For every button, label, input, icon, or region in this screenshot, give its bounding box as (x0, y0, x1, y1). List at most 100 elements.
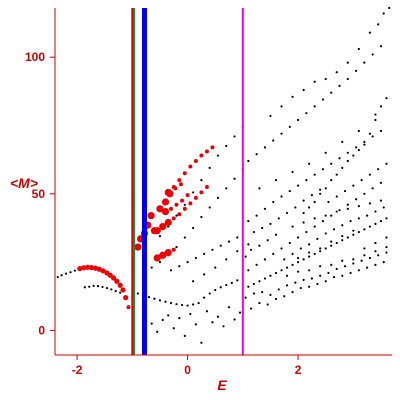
black-data-point (296, 184, 300, 187)
black-data-point (214, 266, 217, 269)
black-data-point (319, 265, 322, 268)
black-data-point (291, 95, 294, 98)
black-data-point (346, 236, 349, 239)
black-data-point (296, 270, 300, 273)
red-data-point (171, 184, 176, 189)
black-data-point (357, 129, 360, 133)
black-data-point (330, 179, 333, 182)
black-data-point (230, 281, 233, 284)
black-data-point (280, 247, 283, 250)
black-data-point (233, 318, 236, 321)
black-data-point (192, 191, 195, 194)
black-data-point (222, 325, 225, 328)
black-data-point (349, 271, 352, 275)
black-data-point (374, 118, 377, 122)
red-data-point (177, 212, 182, 217)
black-data-point (178, 317, 181, 320)
black-data-point (252, 292, 255, 295)
black-data-point (258, 280, 261, 283)
y-tick-label: 50 (32, 187, 46, 201)
red-data-point (171, 247, 176, 252)
black-data-point (291, 252, 294, 256)
black-data-point (175, 214, 178, 217)
black-data-point (250, 248, 253, 251)
black-data-point (236, 250, 239, 253)
black-data-point (324, 214, 327, 217)
black-data-point (360, 179, 363, 182)
black-data-point (158, 299, 162, 302)
black-data-point (60, 274, 63, 277)
black-data-point (352, 233, 355, 236)
black-data-point (335, 195, 338, 198)
black-data-point (252, 282, 255, 286)
black-data-point (280, 269, 283, 272)
black-data-point (330, 91, 333, 94)
black-data-point (368, 225, 372, 228)
black-data-point (352, 154, 355, 157)
black-data-point (258, 244, 261, 247)
black-data-point (186, 261, 189, 264)
tick-labels: -2 0 2 0 50 100 (25, 50, 302, 377)
black-data-point (172, 327, 175, 330)
black-data-point (183, 334, 186, 337)
black-data-point (354, 146, 358, 149)
black-data-point (377, 168, 380, 171)
black-data-point (366, 214, 369, 217)
black-data-point (335, 71, 338, 74)
red-data-point (164, 248, 172, 257)
black-data-point (346, 207, 349, 210)
black-data-point (280, 132, 283, 135)
black-data-point (280, 105, 283, 108)
black-data-point (274, 271, 278, 275)
black-data-point (258, 301, 261, 305)
black-data-point (324, 247, 327, 250)
black-data-point (385, 217, 388, 220)
black-data-point (338, 84, 341, 87)
black-data-point (388, 6, 391, 10)
black-data-point (274, 233, 278, 236)
black-data-point (285, 211, 289, 215)
black-data-point (360, 259, 363, 262)
black-data-point (341, 140, 344, 143)
black-data-point (341, 259, 344, 262)
black-data-point (283, 258, 286, 261)
black-data-point (274, 297, 278, 301)
red-data-point (120, 287, 126, 293)
black-data-point (233, 177, 236, 180)
black-data-point (194, 256, 197, 260)
red-data-point (188, 201, 193, 206)
black-data-point (371, 135, 374, 138)
black-data-point (313, 200, 316, 204)
black-data-point (379, 105, 383, 108)
black-data-point (261, 291, 264, 294)
black-data-point (236, 279, 239, 282)
black-data-point (324, 77, 327, 81)
black-data-point (101, 285, 104, 289)
black-data-point (321, 220, 325, 223)
black-data-point (169, 301, 173, 305)
black-data-point (255, 153, 258, 156)
black-data-point (308, 251, 311, 254)
black-data-point (263, 207, 267, 210)
black-data-point (203, 252, 206, 256)
black-data-point (194, 323, 197, 326)
black-data-point (321, 98, 325, 101)
red-data-point (199, 153, 204, 158)
black-data-point (363, 143, 366, 146)
black-data-point (269, 274, 272, 277)
black-data-point (269, 222, 272, 225)
black-data-point (110, 288, 113, 291)
red-data-point (193, 195, 198, 200)
red-data-point (193, 159, 198, 164)
red-data-point (153, 227, 161, 235)
black-data-point (285, 266, 289, 269)
black-data-point (363, 247, 366, 250)
black-data-point (319, 192, 322, 195)
black-data-point (247, 285, 250, 288)
black-data-point (64, 272, 68, 275)
red-data-point (77, 266, 83, 272)
x-tick-label: 0 (184, 363, 191, 377)
black-data-point (319, 188, 322, 191)
black-data-point (302, 278, 305, 281)
